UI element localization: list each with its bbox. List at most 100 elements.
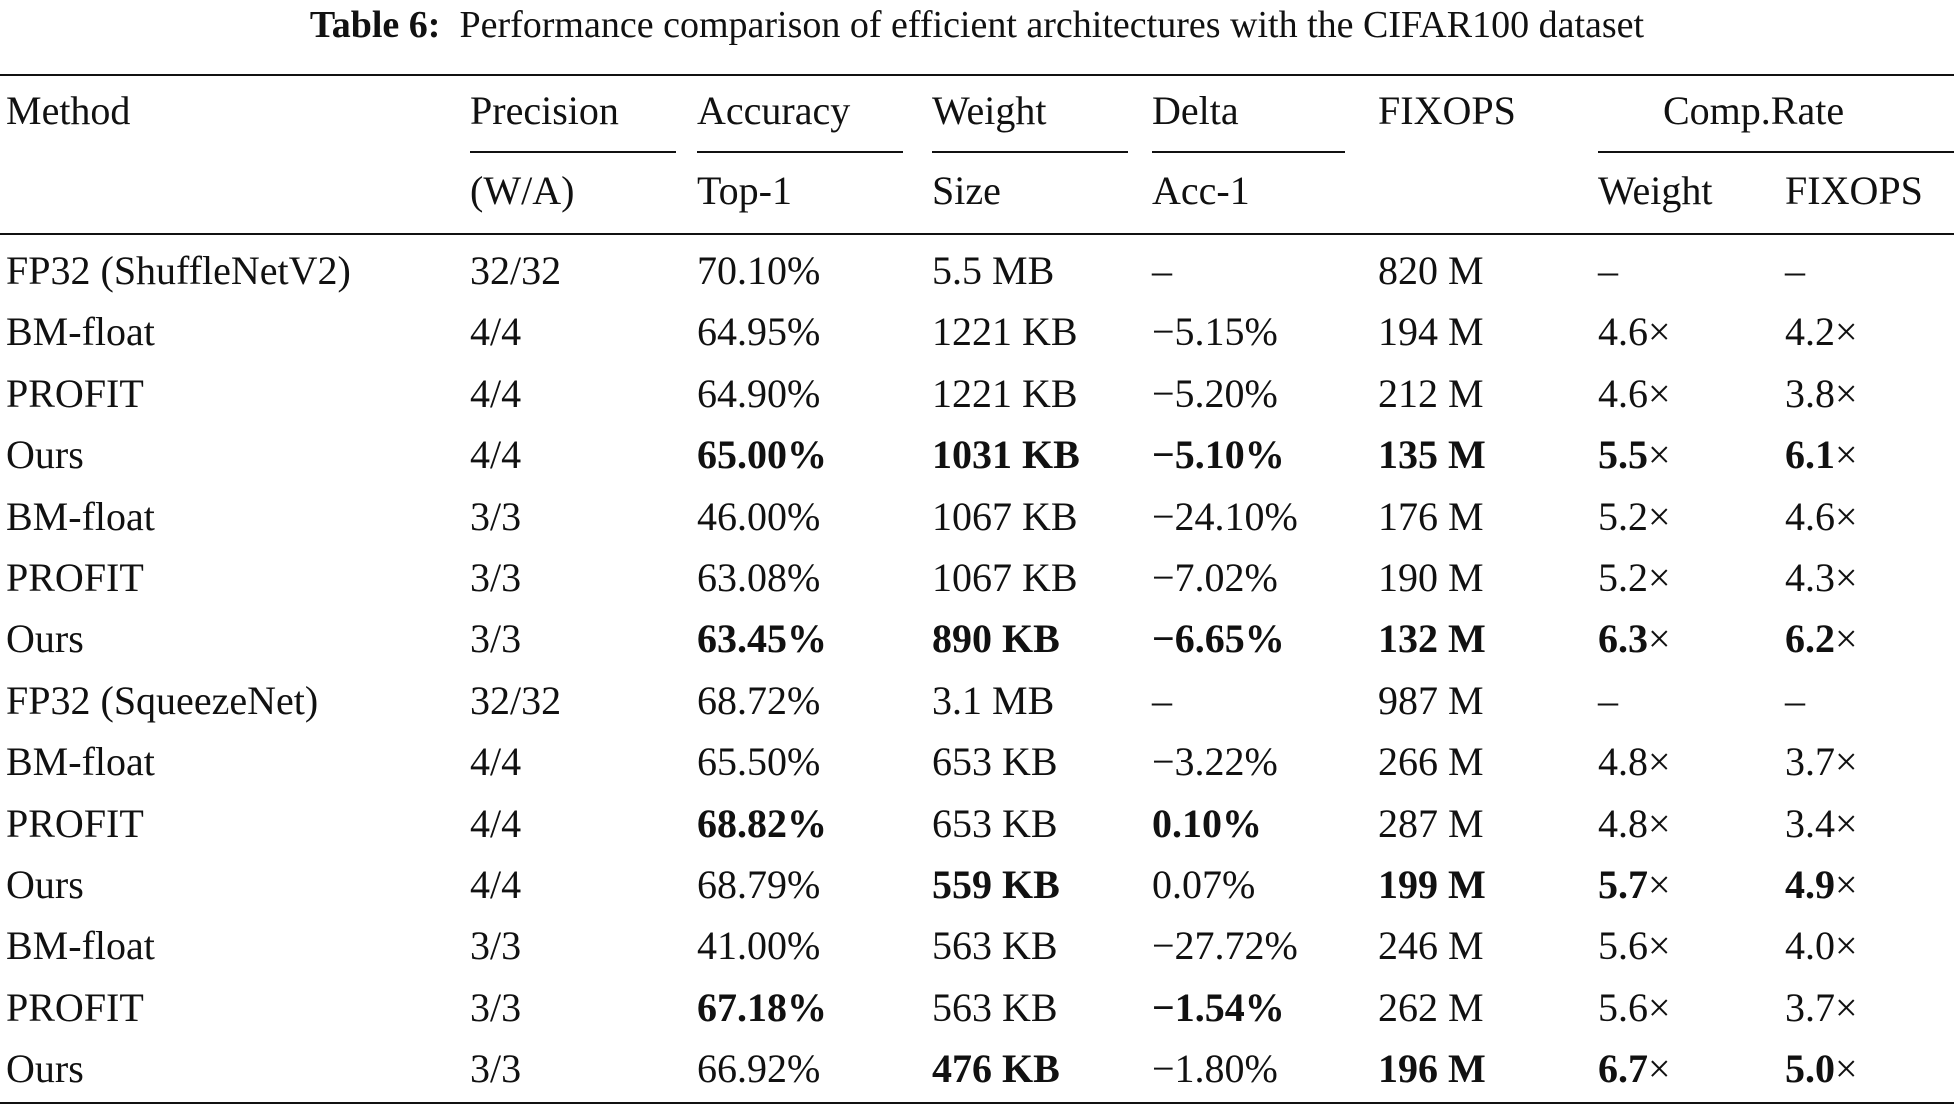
cell-cr_f: 4.3× [1785,555,1858,601]
cell-fixops-value: 246 M [1378,923,1484,969]
cell-delta-value: −24.10% [1152,493,1298,539]
cell-fixops-value: 176 M [1378,493,1484,539]
cell-size: 653 KB [932,739,1058,785]
cell-precision: 3/3 [470,923,521,969]
header-comp-fixops: FIXOPS [1785,168,1923,214]
cell-cr_w: 5.6× [1598,985,1671,1031]
cell-size-value: 559 KB [932,862,1060,907]
cell-fixops: 820 M [1378,248,1484,294]
cell-delta-value: – [1152,248,1172,293]
cell-precision-value: 4/4 [470,309,522,355]
cell-precision: 3/3 [470,616,521,662]
cell-method: BM-float [6,309,155,355]
cell-method: Ours [6,616,84,662]
cell-fixops: 199 M [1378,862,1486,908]
header-comp-weight-value: Weight [1598,168,1713,213]
header-delta: Delta [1152,88,1239,134]
cell-fixops: 287 M [1378,801,1484,847]
cell-cr_w-value: 5.2 [1598,555,1648,600]
cell-size-value: 563 KB [932,984,1058,1030]
cell-cr_f-value: 3.7 [1785,984,1835,1030]
cell-size: 1221 KB [932,309,1078,355]
cell-cr_w: 4.8× [1598,801,1671,847]
cell-size: 559 KB [932,862,1060,908]
cell-cr_f-value: 6.2 [1785,616,1835,662]
rule-comp-rate [1598,151,1954,153]
cell-size: 1067 KB [932,494,1078,540]
cell-acc-value: 63.08% [697,555,821,600]
cell-size-value: 1031 KB [932,432,1080,478]
cell-cr_w-value: 4.8 [1598,800,1648,846]
header-wa-value: (W/A) [470,168,575,213]
header-precision: Precision [470,88,619,134]
cell-cr_w: 4.6× [1598,309,1671,355]
cell-cr_w: 5.2× [1598,555,1671,601]
header-weight: Weight [932,88,1047,134]
cell-method: BM-float [6,739,155,785]
cell-delta-value: −1.54% [1152,984,1285,1030]
cell-cr_w: 4.8× [1598,739,1671,785]
times-symbol: × [1835,432,1858,478]
times-symbol: × [1835,616,1858,662]
caption-text: Performance comparison of efficient arch… [459,4,1645,46]
cell-cr_w-value: 6.3 [1598,616,1648,662]
cell-cr_w-value: 6.7 [1598,1046,1648,1092]
cell-fixops: 176 M [1378,494,1484,540]
cell-cr_w-value: 4.8 [1598,739,1648,785]
cell-cr_w-value: 5.7 [1598,862,1648,907]
cell-acc: 68.72% [697,678,820,724]
header-weight-value: Weight [932,88,1047,133]
cell-cr_f: 3.7× [1785,739,1858,785]
cell-precision-value: 3/3 [470,493,522,539]
cell-size: 3.1 MB [932,678,1054,724]
cell-method-value: PROFIT [6,800,144,846]
cell-size: 1031 KB [932,432,1080,478]
cell-precision-value: 32/32 [470,248,562,293]
header-size: Size [932,168,1001,214]
cell-method: Ours [6,1046,84,1092]
cell-cr_f: 4.9× [1785,862,1858,908]
cell-fixops-value: 262 M [1378,984,1484,1030]
cell-size-value: 476 KB [932,1046,1060,1092]
cell-fixops: 266 M [1378,739,1484,785]
times-symbol: × [1835,800,1858,846]
cell-cr_w-value: 5.5 [1598,432,1648,478]
cell-method-value: BM-float [6,493,155,539]
cell-precision: 32/32 [470,678,561,724]
cell-method-value: BM-float [6,923,155,969]
times-symbol: × [1835,739,1858,785]
cell-acc: 68.79% [697,862,820,908]
times-symbol: × [1648,862,1671,907]
header-method-value: Method [6,88,131,133]
cell-cr_w: 5.2× [1598,494,1671,540]
cell-size-value: 653 KB [932,739,1058,785]
times-symbol: × [1648,984,1671,1030]
cell-cr_f-value: – [1785,248,1805,293]
cell-cr_f: 5.0× [1785,1046,1858,1092]
cell-fixops: 190 M [1378,555,1484,601]
times-symbol: × [1835,984,1858,1030]
times-symbol: × [1648,432,1671,478]
cell-cr_f-value: 3.7 [1785,739,1835,785]
cell-precision: 4/4 [470,801,521,847]
cell-acc-value: 68.82% [697,800,827,846]
header-comp-weight: Weight [1598,168,1713,214]
cell-method: BM-float [6,494,155,540]
cell-acc: 65.00% [697,432,827,478]
cell-precision: 32/32 [470,248,561,294]
times-symbol: × [1835,923,1858,969]
header-comp-fixops-value: FIXOPS [1785,168,1923,213]
table-caption: Table 6: Performance comparison of effic… [0,2,1954,48]
cell-size: 563 KB [932,923,1058,969]
cell-acc-value: 68.79% [697,862,821,907]
cell-precision-value: 3/3 [470,923,522,969]
cell-size: 1221 KB [932,371,1078,417]
cell-cr_f-value: 4.3 [1785,555,1835,600]
cell-delta: −1.80% [1152,1046,1278,1092]
cell-size-value: 1221 KB [932,309,1078,355]
cell-cr_f: – [1785,248,1805,294]
cell-fixops-value: 196 M [1378,1046,1486,1092]
cell-cr_w: 5.7× [1598,862,1671,908]
cell-delta: −3.22% [1152,739,1278,785]
cell-delta: −5.20% [1152,371,1278,417]
